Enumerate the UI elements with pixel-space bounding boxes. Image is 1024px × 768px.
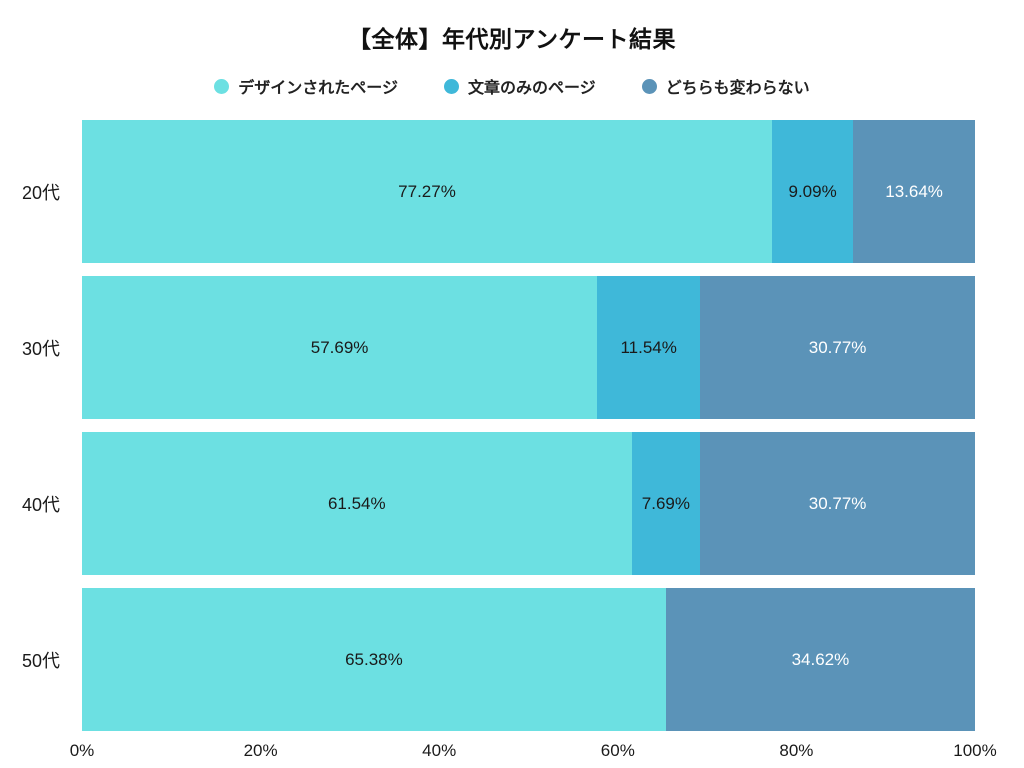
data-label: 61.54% <box>327 493 386 513</box>
data-label: 13.64% <box>885 181 943 201</box>
bar-row: 20代 77.27% 9.09% 13.64% <box>0 120 975 263</box>
bar-segment: 30.77% <box>700 432 975 575</box>
category-label: 40代 <box>21 494 61 515</box>
data-label: 30.77% <box>808 337 867 357</box>
x-axis-tick-label: 20% <box>243 741 278 760</box>
stacked-bar: 65.38% 34.62% <box>82 588 975 731</box>
bar-segment: 34.62% <box>665 588 975 731</box>
category-label: 20代 <box>21 182 61 203</box>
stacked-bar: 77.27% 9.09% 13.64% <box>82 120 975 263</box>
legend-label: デザインされたページ <box>238 80 398 97</box>
category-label: 50代 <box>21 650 61 671</box>
bar-segment: 57.69% <box>82 276 598 419</box>
bar-segment: 61.54% <box>82 432 632 575</box>
category-label: 30代 <box>21 338 61 359</box>
legend-item: どちらも変わらない <box>641 74 810 98</box>
bar-segment: 7.69% <box>631 432 701 575</box>
bar-segment: 65.38% <box>82 588 666 731</box>
legend-item: デザインされたページ <box>214 74 398 98</box>
x-axis-tick-label: 60% <box>600 741 635 760</box>
data-label: 11.54% <box>620 337 677 357</box>
bar-segment: 77.27% <box>82 120 773 263</box>
bar-segment: 11.54% <box>597 276 701 419</box>
stacked-bar-chart: 20代 77.27% 9.09% 13.64% 30代 57.69% 11.54% 30.77… <box>0 120 975 731</box>
legend-label: 文章のみのページ <box>467 80 596 97</box>
data-label: 77.27% <box>398 181 456 201</box>
legend: デザインされたページ 文章のみのページ どちらも変わらない <box>0 74 1024 98</box>
data-label: 7.69% <box>641 493 690 513</box>
x-axis-tick-label: 100% <box>953 741 997 760</box>
legend-item: 文章のみのページ <box>443 74 596 98</box>
bar-segment: 13.64% <box>853 120 975 263</box>
stacked-bar: 57.69% 11.54% 30.77% <box>82 276 975 419</box>
legend-dot-icon <box>443 78 459 94</box>
data-label: 9.09% <box>788 181 837 201</box>
chart-title: 【全体】年代別アンケート結果 <box>347 26 677 52</box>
x-axis-tick-label: 80% <box>779 741 814 760</box>
stacked-bar: 61.54% 7.69% 30.77% <box>82 432 975 575</box>
bar-row: 40代 61.54% 7.69% 30.77% <box>0 432 975 575</box>
legend-dot-icon <box>214 78 230 94</box>
x-axis-tick-label: 40% <box>422 741 457 760</box>
data-label: 65.38% <box>345 649 403 669</box>
data-label: 57.69% <box>310 337 369 357</box>
x-axis: 0% 20% 40% 60% 80% 100% <box>70 741 997 767</box>
legend-label: どちらも変わらない <box>665 80 810 97</box>
x-axis-tick-label: 0% <box>69 741 95 760</box>
data-label: 34.62% <box>791 649 850 669</box>
data-label: 30.77% <box>808 493 867 513</box>
bar-row: 30代 57.69% 11.54% 30.77% <box>0 276 975 419</box>
legend-dot-icon <box>641 78 657 94</box>
bar-row: 50代 65.38% 34.62% <box>0 588 975 731</box>
bar-segment: 30.77% <box>700 276 975 419</box>
bar-segment: 9.09% <box>772 120 854 263</box>
